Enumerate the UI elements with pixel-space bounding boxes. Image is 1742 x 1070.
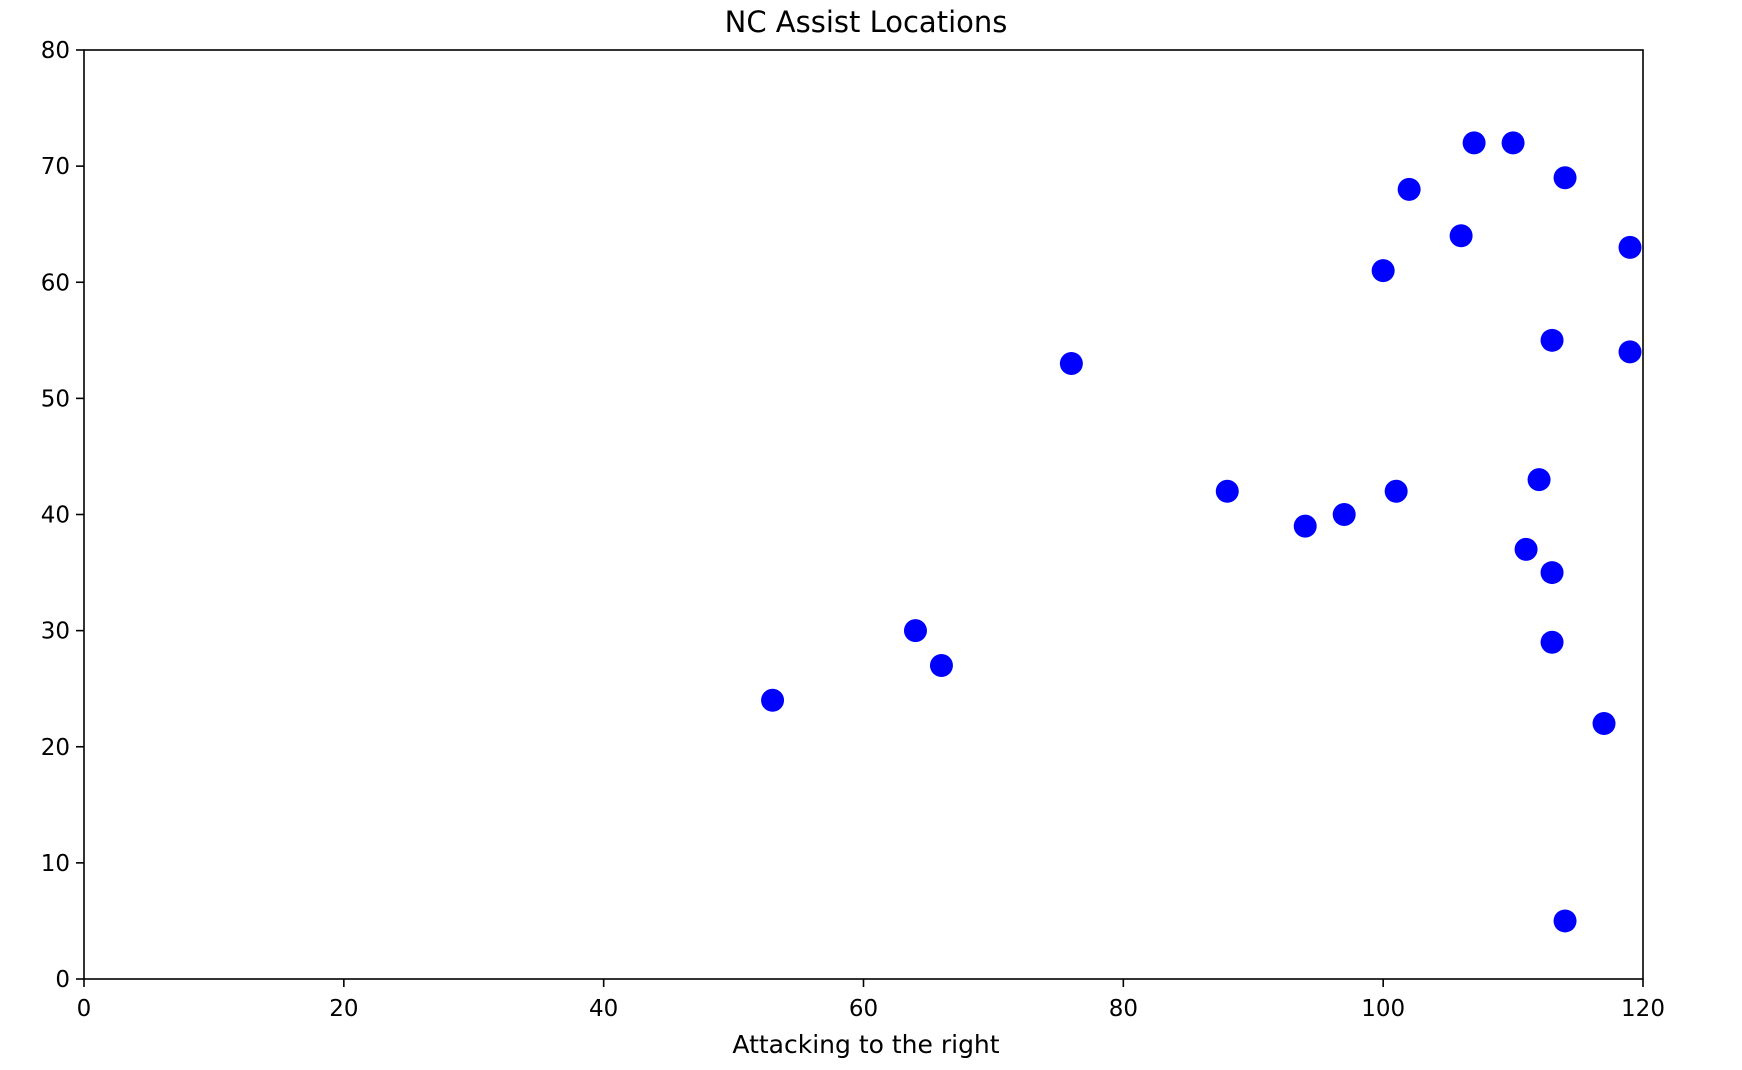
x-tick-label: 60 — [849, 996, 878, 1022]
data-point — [929, 653, 953, 677]
data-point — [1618, 340, 1642, 364]
data-point — [1462, 131, 1486, 155]
data-point — [1371, 259, 1395, 283]
y-tick-label: 30 — [41, 619, 70, 645]
x-tick-label: 40 — [589, 996, 618, 1022]
data-point — [1540, 561, 1564, 585]
y-tick-label: 50 — [41, 386, 70, 412]
data-point — [1501, 131, 1525, 155]
data-point — [1449, 224, 1473, 248]
x-tick-label: 120 — [1621, 996, 1665, 1022]
data-point — [1618, 235, 1642, 259]
y-tick-label: 60 — [41, 270, 70, 296]
y-tick-label: 10 — [41, 851, 70, 877]
data-point — [1553, 166, 1577, 190]
y-tick-label: 20 — [41, 735, 70, 761]
data-point — [1332, 503, 1356, 526]
x-tick-label: 0 — [77, 996, 92, 1022]
data-point — [903, 619, 927, 643]
data-point — [1540, 328, 1564, 352]
data-point — [1215, 479, 1239, 503]
x-axis-label: Attacking to the right — [732, 1030, 999, 1059]
y-tick-label: 0 — [55, 967, 70, 993]
data-point — [1397, 177, 1421, 201]
data-point — [761, 688, 785, 712]
data-points — [761, 131, 1642, 933]
plot-area — [83, 49, 1644, 980]
y-tick-label: 80 — [41, 38, 70, 64]
x-axis-ticks: 0 20 40 60 80 100 120 — [77, 979, 1665, 1022]
data-point — [1540, 630, 1564, 654]
data-point — [1293, 514, 1317, 538]
x-tick-label: 20 — [329, 996, 358, 1022]
data-point — [1514, 537, 1538, 561]
x-tick-label: 80 — [1109, 996, 1138, 1022]
y-axis-ticks: 0 10 20 30 40 50 60 70 80 — [41, 38, 84, 993]
y-tick-label: 40 — [41, 503, 70, 529]
data-point — [1592, 712, 1616, 736]
x-tick-label: 100 — [1361, 996, 1405, 1022]
plot-frame — [83, 49, 1644, 980]
data-point — [1384, 479, 1408, 503]
data-point — [1059, 352, 1083, 376]
y-tick-label: 70 — [41, 154, 70, 180]
data-point — [1527, 468, 1551, 492]
chart-title: NC Assist Locations — [725, 5, 1008, 39]
data-point — [1553, 909, 1577, 933]
